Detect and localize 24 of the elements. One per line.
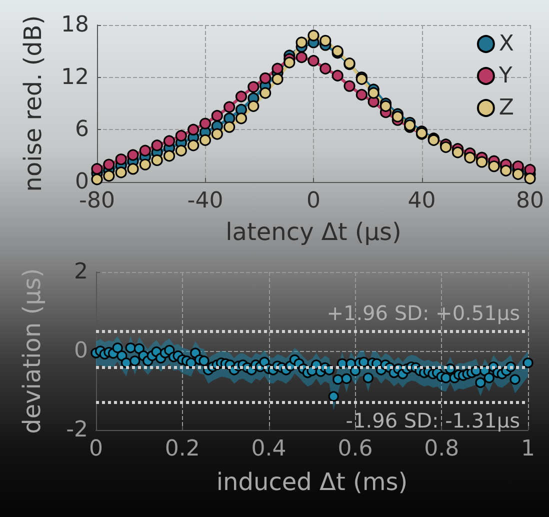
x-tick-label: 0.2 [164, 436, 200, 462]
x-tick-label: 0 [306, 188, 320, 214]
ref-line-label: -1.96 SD: -1.31μs [346, 408, 520, 433]
x-axis-title: induced Δt (ms) [216, 468, 408, 496]
x-tick-label: 0.8 [424, 436, 460, 462]
x-tick-label: 40 [408, 188, 436, 214]
ref-line-label: +1.96 SD: +0.51μs [326, 300, 520, 325]
y-tick-label: -2 [66, 418, 88, 442]
y-axis-title: noise red. (dB) [19, 15, 47, 192]
x-tick-label: -40 [187, 188, 224, 214]
y-tick-label: 6 [75, 117, 89, 142]
legend-label: X [498, 32, 514, 56]
y-tick-label: 18 [61, 12, 89, 38]
x-tick-label: 0.4 [251, 436, 286, 462]
x-axis-title: latency Δt (μs) [226, 218, 402, 246]
x-tick-label: 0.6 [338, 436, 373, 462]
y-tick-label: 2 [74, 260, 88, 284]
y-axis-title: deviation (μs) [18, 268, 46, 434]
x-tick-label: 80 [516, 188, 544, 214]
legend-label: Y [498, 64, 513, 88]
legend-label: Z [498, 96, 514, 120]
x-tick-label: 1 [521, 436, 535, 462]
y-tick-label: 0 [74, 338, 88, 364]
y-tick-label: 12 [61, 64, 89, 90]
